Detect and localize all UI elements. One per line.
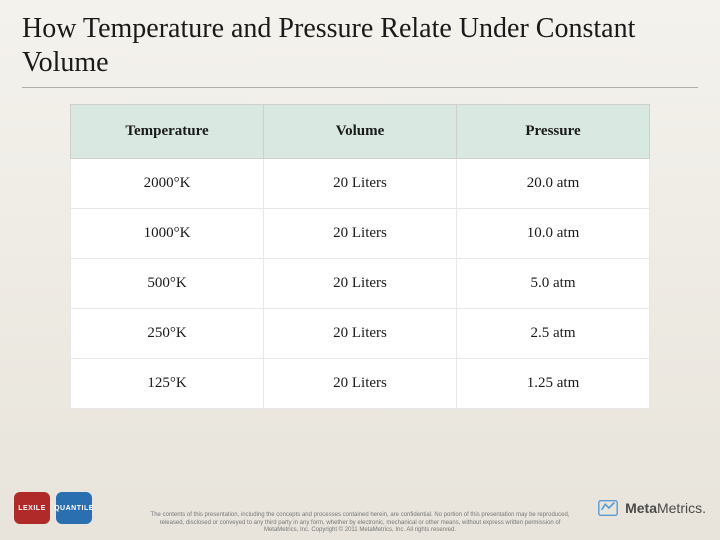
cell-temp: 1000°K xyxy=(71,209,264,259)
table-row: 1000°K 20 Liters 10.0 atm xyxy=(71,209,650,259)
col-pressure: Pressure xyxy=(457,105,650,159)
cell-temp: 2000°K xyxy=(71,159,264,209)
footer-left-badges: LEXILE QUANTILE xyxy=(14,492,92,524)
cell-vol: 20 Liters xyxy=(264,159,457,209)
footer-right-brand: MetaMetrics. xyxy=(597,497,706,519)
table-row: 500°K 20 Liters 5.0 atm xyxy=(71,259,650,309)
metametrics-logo-icon xyxy=(597,497,619,519)
cell-vol: 20 Liters xyxy=(264,359,457,409)
cell-vol: 20 Liters xyxy=(264,259,457,309)
cell-pres: 2.5 atm xyxy=(457,309,650,359)
brand-text: MetaMetrics. xyxy=(625,500,706,516)
col-temperature: Temperature xyxy=(71,105,264,159)
table-container: Temperature Volume Pressure 2000°K 20 Li… xyxy=(22,104,698,409)
quantile-badge-icon: QUANTILE xyxy=(56,492,92,524)
slide: How Temperature and Pressure Relate Unde… xyxy=(0,0,720,540)
slide-title: How Temperature and Pressure Relate Unde… xyxy=(22,12,698,88)
table-row: 250°K 20 Liters 2.5 atm xyxy=(71,309,650,359)
brand-sub: Metrics xyxy=(657,500,702,516)
table-row: 2000°K 20 Liters 20.0 atm xyxy=(71,159,650,209)
table-header-row: Temperature Volume Pressure xyxy=(71,105,650,159)
cell-pres: 10.0 atm xyxy=(457,209,650,259)
cell-temp: 250°K xyxy=(71,309,264,359)
copyright-text: The contents of this presentation, inclu… xyxy=(150,512,570,534)
cell-vol: 20 Liters xyxy=(264,309,457,359)
col-volume: Volume xyxy=(264,105,457,159)
cell-vol: 20 Liters xyxy=(264,209,457,259)
cell-pres: 1.25 atm xyxy=(457,359,650,409)
cell-temp: 500°K xyxy=(71,259,264,309)
table-row: 125°K 20 Liters 1.25 atm xyxy=(71,359,650,409)
cell-pres: 5.0 atm xyxy=(457,259,650,309)
lexile-badge-icon: LEXILE xyxy=(14,492,50,524)
cell-pres: 20.0 atm xyxy=(457,159,650,209)
brand-main: Meta xyxy=(625,500,657,516)
data-table: Temperature Volume Pressure 2000°K 20 Li… xyxy=(70,104,650,409)
cell-temp: 125°K xyxy=(71,359,264,409)
